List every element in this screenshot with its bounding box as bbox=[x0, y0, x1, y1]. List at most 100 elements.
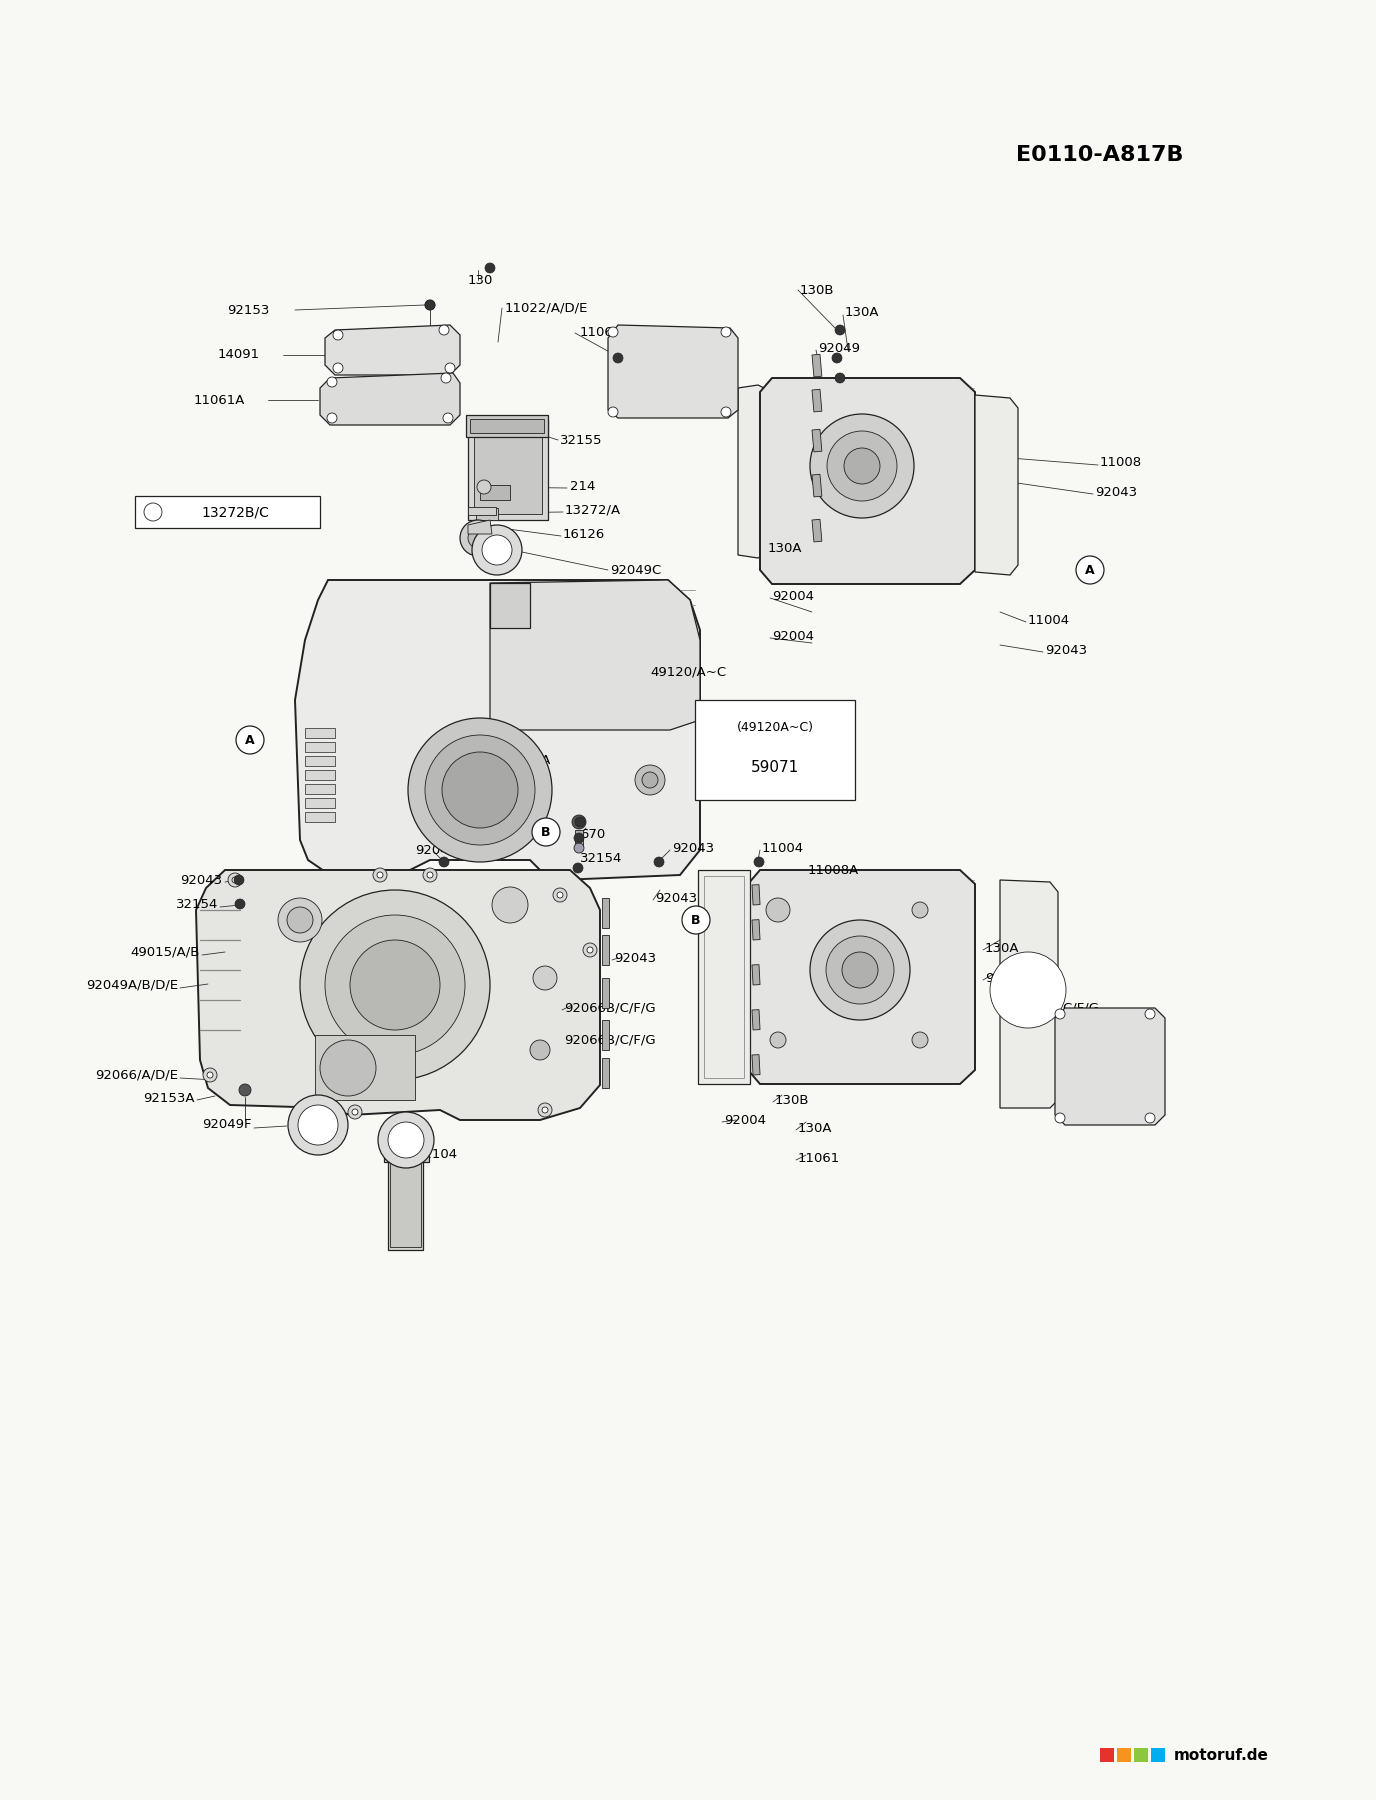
Bar bbox=[305, 742, 334, 752]
Circle shape bbox=[912, 902, 927, 918]
Text: A: A bbox=[1086, 563, 1095, 576]
Text: 92153: 92153 bbox=[227, 304, 270, 317]
Bar bbox=[388, 1156, 422, 1249]
Text: 130: 130 bbox=[1110, 1102, 1135, 1114]
Text: 130B: 130B bbox=[775, 1093, 809, 1107]
Text: 92049: 92049 bbox=[817, 342, 860, 355]
Bar bbox=[603, 898, 610, 929]
Text: 11061: 11061 bbox=[581, 326, 622, 340]
Circle shape bbox=[643, 772, 658, 788]
Circle shape bbox=[333, 329, 343, 340]
Circle shape bbox=[583, 943, 597, 958]
Polygon shape bbox=[738, 385, 772, 558]
Circle shape bbox=[557, 893, 563, 898]
Bar bbox=[473, 428, 542, 515]
Circle shape bbox=[574, 842, 583, 853]
Circle shape bbox=[1055, 1112, 1065, 1123]
Circle shape bbox=[233, 877, 238, 884]
Text: 59071A: 59071A bbox=[499, 754, 552, 767]
Circle shape bbox=[654, 857, 665, 868]
Circle shape bbox=[239, 1084, 250, 1096]
Text: 11004: 11004 bbox=[1028, 614, 1071, 626]
Circle shape bbox=[1145, 1010, 1154, 1019]
Circle shape bbox=[373, 868, 387, 882]
Text: 13272/A: 13272/A bbox=[566, 504, 621, 517]
Bar bbox=[135, 497, 321, 527]
Bar bbox=[468, 508, 495, 515]
Text: 92066B/C/F/G: 92066B/C/F/G bbox=[564, 1033, 655, 1046]
Polygon shape bbox=[490, 580, 700, 731]
Bar bbox=[753, 965, 760, 985]
Text: 130B: 130B bbox=[799, 283, 834, 297]
Text: 11022B/C/F/G: 11022B/C/F/G bbox=[1009, 1001, 1099, 1015]
Circle shape bbox=[440, 373, 451, 383]
Circle shape bbox=[682, 905, 710, 934]
Bar bbox=[389, 1157, 421, 1247]
Circle shape bbox=[575, 817, 585, 826]
Circle shape bbox=[348, 1105, 362, 1120]
Bar bbox=[575, 830, 583, 848]
Circle shape bbox=[427, 871, 433, 878]
Circle shape bbox=[300, 889, 490, 1080]
Bar bbox=[705, 877, 744, 1078]
Bar bbox=[812, 355, 821, 376]
Circle shape bbox=[325, 914, 465, 1055]
Polygon shape bbox=[325, 326, 460, 374]
Text: 92043: 92043 bbox=[614, 952, 656, 965]
Polygon shape bbox=[468, 520, 493, 535]
Circle shape bbox=[574, 833, 583, 842]
Text: A: A bbox=[245, 734, 255, 747]
Circle shape bbox=[1076, 556, 1104, 583]
Circle shape bbox=[553, 887, 567, 902]
Circle shape bbox=[572, 815, 586, 830]
Text: 92049: 92049 bbox=[985, 972, 1026, 985]
Polygon shape bbox=[490, 583, 530, 628]
Bar bbox=[1134, 1748, 1148, 1762]
Text: 130A: 130A bbox=[768, 542, 802, 554]
Polygon shape bbox=[760, 378, 976, 583]
Circle shape bbox=[460, 520, 495, 556]
Text: (49120A~C): (49120A~C) bbox=[736, 722, 813, 734]
Bar bbox=[753, 1055, 760, 1075]
Text: E0110-A817B: E0110-A817B bbox=[1017, 146, 1183, 166]
Polygon shape bbox=[1055, 1008, 1165, 1125]
Circle shape bbox=[912, 1031, 927, 1048]
Circle shape bbox=[442, 752, 517, 828]
Circle shape bbox=[425, 301, 435, 310]
Circle shape bbox=[234, 875, 244, 886]
Circle shape bbox=[842, 952, 878, 988]
Circle shape bbox=[533, 967, 557, 990]
Bar bbox=[305, 785, 334, 794]
Bar bbox=[476, 508, 498, 520]
Text: 92004: 92004 bbox=[772, 630, 815, 643]
Circle shape bbox=[425, 734, 535, 844]
Text: 92043: 92043 bbox=[416, 844, 457, 857]
Circle shape bbox=[299, 1105, 338, 1145]
Circle shape bbox=[443, 412, 453, 423]
Circle shape bbox=[493, 887, 528, 923]
Text: 130A: 130A bbox=[798, 1121, 832, 1134]
Circle shape bbox=[228, 873, 242, 887]
Circle shape bbox=[444, 364, 455, 373]
Text: 32154: 32154 bbox=[176, 898, 217, 911]
Circle shape bbox=[827, 430, 897, 500]
Circle shape bbox=[144, 502, 162, 520]
Circle shape bbox=[721, 407, 731, 418]
Circle shape bbox=[204, 1067, 217, 1082]
Bar bbox=[305, 727, 334, 738]
Text: 92043: 92043 bbox=[655, 891, 698, 904]
Text: 49015/A/B: 49015/A/B bbox=[131, 945, 200, 958]
Circle shape bbox=[533, 817, 560, 846]
Circle shape bbox=[608, 328, 618, 337]
Text: 92049A/B/D/E: 92049A/B/D/E bbox=[85, 979, 178, 992]
Bar bbox=[603, 977, 610, 1008]
Circle shape bbox=[608, 407, 618, 418]
Circle shape bbox=[826, 936, 894, 1004]
Bar bbox=[753, 884, 760, 905]
Text: 11022/A/D/E: 11022/A/D/E bbox=[505, 301, 589, 315]
Text: 92066B/C/F/G: 92066B/C/F/G bbox=[564, 1001, 655, 1015]
Text: 16126: 16126 bbox=[563, 527, 605, 540]
Bar bbox=[753, 1010, 760, 1030]
Text: 11004: 11004 bbox=[762, 842, 804, 855]
Bar bbox=[384, 1148, 429, 1163]
